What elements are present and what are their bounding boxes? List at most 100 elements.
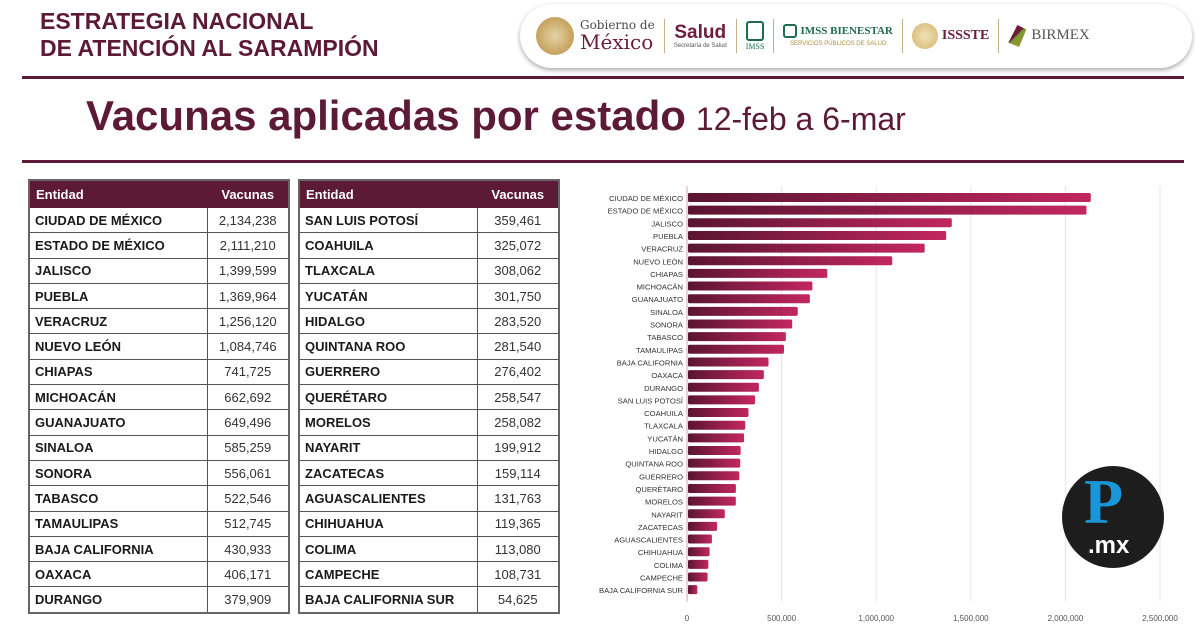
vaccines-value-cell: 159,114 — [476, 459, 560, 487]
bar — [688, 332, 786, 342]
title-divider — [22, 160, 1184, 163]
entity-name-cell: PUEBLA — [28, 282, 208, 310]
table-row: AGUASCALIENTES 131,763 — [298, 485, 560, 512]
entity-name-cell: GUANAJUATO — [28, 409, 208, 436]
issste-label: ISSSTE — [941, 27, 990, 43]
bar — [688, 344, 785, 354]
y-category-label: YUCATÁN — [647, 434, 683, 443]
vaccines-value-cell: 258,082 — [476, 409, 560, 436]
bar — [688, 370, 764, 380]
issste-emblem-icon — [911, 23, 938, 49]
vaccines-table-right: Entidad Vacunas SAN LUIS POTOSÍ 359,461 CO… — [298, 179, 560, 614]
logo-divider — [663, 19, 665, 53]
table-row: TABASCO 522,546 — [28, 485, 290, 512]
table-row: SAN LUIS POTOSÍ 359,461 — [298, 206, 560, 234]
table-row: YUCATÁN 301,750 — [298, 282, 560, 310]
gobierno-mexico-logo: Gobierno de México — [536, 17, 655, 55]
y-category-label: BAJA CALIFORNIA — [617, 358, 684, 367]
table-row: GUANAJUATO 649,496 — [28, 409, 290, 436]
vaccines-value-cell: 308,062 — [476, 257, 560, 284]
bar — [688, 458, 741, 468]
y-category-label: MICHOACÁN — [637, 283, 683, 292]
entity-name-cell: SINALOA — [28, 434, 208, 461]
x-tick-label: 500,000 — [767, 614, 796, 623]
table-row: NAYARIT 199,912 — [298, 434, 560, 461]
vaccines-value-cell: 741,725 — [206, 358, 290, 386]
table-row: CHIAPAS 741,725 — [28, 358, 290, 386]
y-category-label: TLAXCALA — [644, 422, 684, 431]
y-category-label: GUANAJUATO — [632, 295, 683, 304]
imss-bienestar-logo: IMSS BIENESTAR SERVICIOS PÚBLICOS DE SAL… — [783, 24, 893, 47]
table-row: ZACATECAS 159,114 — [298, 459, 560, 487]
entity-name-cell: TLAXCALA — [298, 257, 478, 284]
y-category-label: SONORA — [650, 321, 684, 330]
imss-bienestar-emblem-icon — [783, 24, 798, 39]
logo-divider — [901, 19, 903, 53]
gobierno-label: Gobierno de — [580, 18, 655, 33]
vaccines-value-cell: 1,084,746 — [206, 333, 290, 360]
y-category-label: ZACATECAS — [638, 523, 683, 532]
x-tick-label: 0 — [685, 614, 690, 623]
entity-name-cell: COAHUILA — [298, 232, 478, 259]
table-row: SINALOA 585,259 — [28, 434, 290, 461]
vaccines-value-cell: 281,540 — [476, 333, 560, 360]
entity-column-header: Entidad — [28, 179, 208, 208]
vaccines-column-header: Vacunas — [476, 179, 560, 208]
table-row: QUERÉTARO 258,547 — [298, 384, 560, 411]
y-category-label: JALISCO — [651, 219, 683, 228]
entity-name-cell: CHIAPAS — [28, 358, 208, 386]
y-category-label: CAMPECHE — [640, 574, 683, 583]
entity-column-header: Entidad — [298, 179, 478, 208]
pmx-letter: P — [1084, 466, 1124, 537]
y-category-label: TABASCO — [647, 333, 683, 342]
entity-name-cell: COLIMA — [298, 535, 478, 563]
vaccines-value-cell: 276,402 — [476, 358, 560, 386]
vaccines-value-cell: 108,731 — [476, 561, 560, 588]
bar — [688, 256, 893, 266]
bar — [688, 572, 708, 582]
y-category-label: QUINTANA ROO — [625, 460, 683, 469]
entity-name-cell: TAMAULIPAS — [28, 510, 208, 537]
page-title-text: Vacunas aplicadas por estado — [86, 92, 686, 139]
bar — [688, 281, 813, 291]
table-row: DURANGO 379,909 — [28, 586, 290, 614]
bar — [688, 268, 828, 278]
vaccines-value-cell: 131,763 — [476, 485, 560, 512]
entity-name-cell: GUERRERO — [298, 358, 478, 386]
bar — [688, 230, 947, 240]
y-category-label: BAJA CALIFORNIA SUR — [599, 586, 683, 595]
salud-sub-label: Secretaría de Salud — [673, 42, 727, 49]
vaccines-value-cell: 512,745 — [206, 510, 290, 537]
date-range: 12-feb a 6-mar — [695, 101, 906, 137]
vaccines-value-cell: 556,061 — [206, 459, 290, 487]
table-row: COAHUILA 325,072 — [298, 232, 560, 259]
entity-name-cell: BAJA CALIFORNIA SUR — [298, 586, 478, 614]
entity-name-cell: MORELOS — [298, 409, 478, 436]
vaccines-value-cell: 359,461 — [476, 206, 560, 234]
vaccines-value-cell: 119,365 — [476, 510, 560, 537]
bar — [688, 509, 725, 519]
y-category-label: NUEVO LEÓN — [633, 257, 683, 266]
salud-logo: Salud Secretaría de Salud — [673, 22, 727, 49]
imss-emblem-icon — [746, 20, 765, 41]
vaccines-value-cell: 1,256,120 — [206, 308, 290, 335]
bar — [688, 218, 952, 228]
vaccines-value-cell: 585,259 — [206, 434, 290, 461]
entity-name-cell: QUINTANA ROO — [298, 333, 478, 360]
entity-name-cell: CAMPECHE — [298, 561, 478, 588]
logo-divider — [773, 19, 775, 53]
bar — [688, 559, 709, 569]
table-row: OAXACA 406,171 — [28, 561, 290, 588]
header-title-line2: DE ATENCIÓN AL SARAMPIÓN — [40, 35, 379, 61]
entity-name-cell: NUEVO LEÓN — [28, 333, 208, 360]
table-row: CHIHUAHUA 119,365 — [298, 510, 560, 537]
y-category-label: SINALOA — [650, 308, 684, 317]
vaccines-bar-chart: CIUDAD DE MÉXICO ESTADO DE MÉXICO JALISCO P… — [599, 186, 1178, 623]
y-category-label: PUEBLA — [653, 232, 684, 241]
table-row: JALISCO 1,399,599 — [28, 257, 290, 284]
bar — [688, 408, 749, 418]
y-category-label: COAHUILA — [644, 409, 684, 418]
vaccines-value-cell: 430,933 — [206, 535, 290, 563]
x-tick-label: 1,500,000 — [953, 614, 989, 623]
y-category-label: VERACRUZ — [641, 245, 683, 254]
